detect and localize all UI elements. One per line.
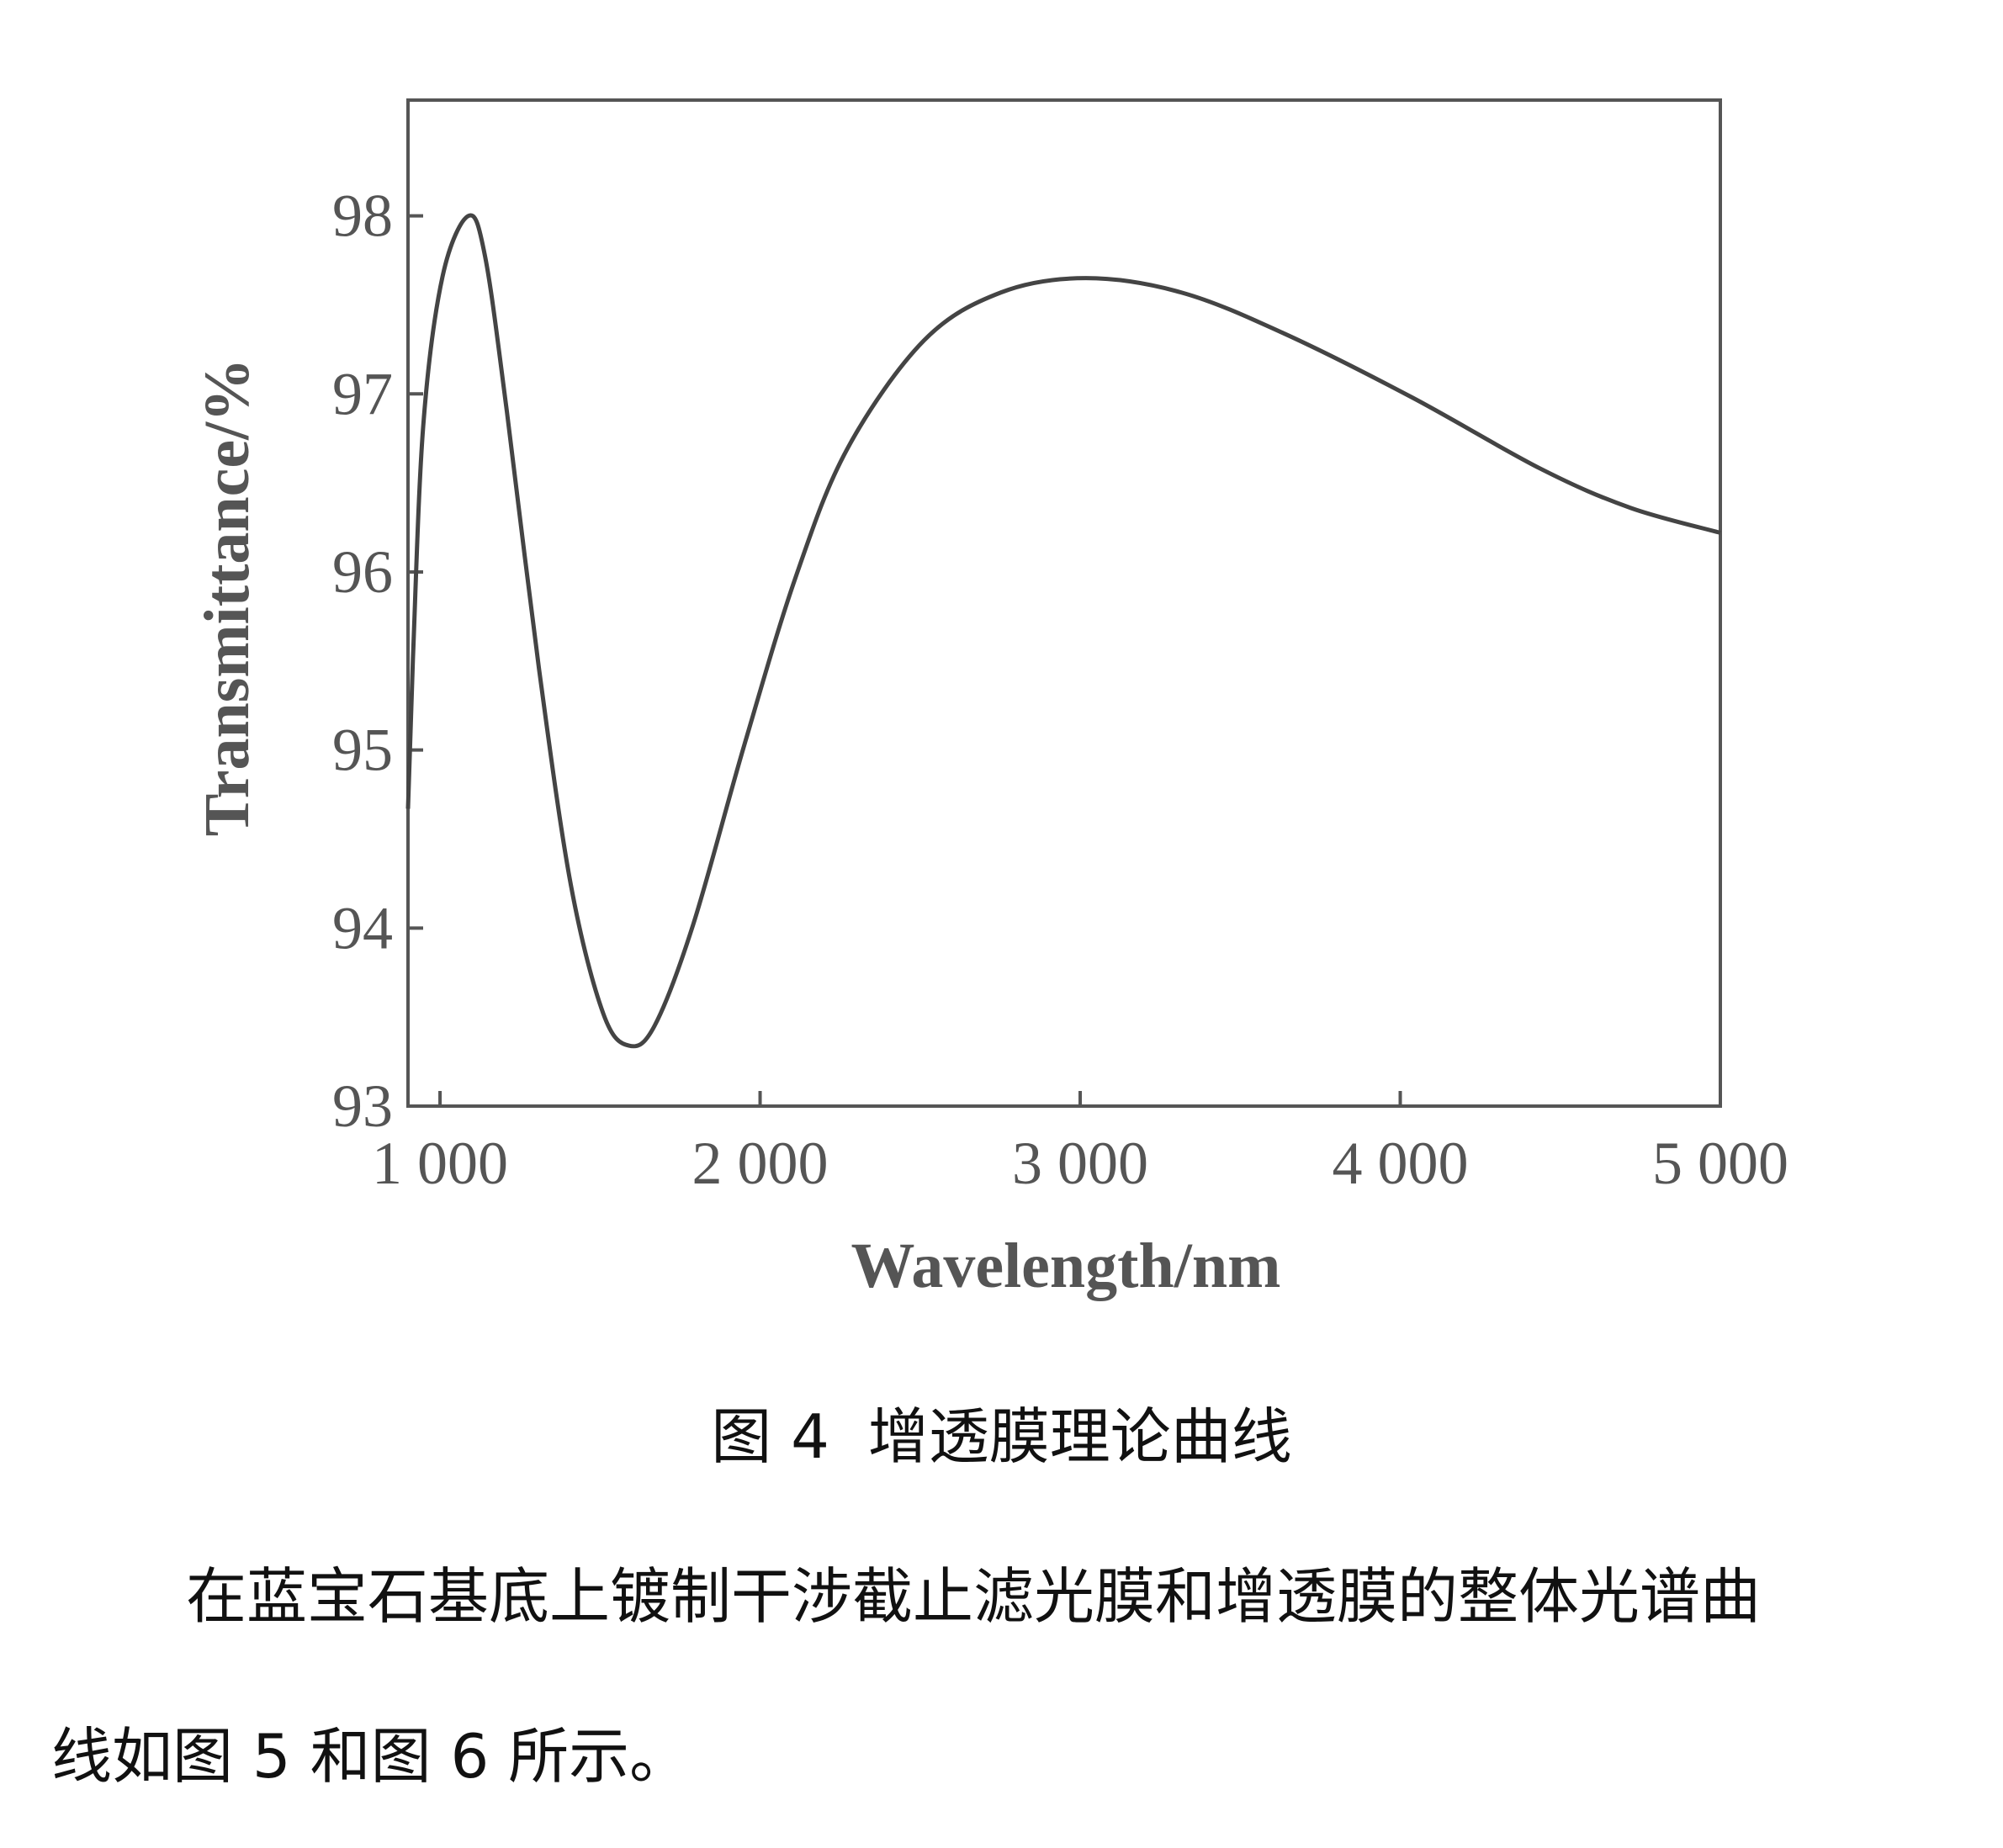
- x-tick-label: 1 000: [372, 1130, 508, 1197]
- y-tick-label: 94: [332, 894, 393, 961]
- paragraph-line: 线如图 5 和图 6 所示。: [51, 1721, 691, 1792]
- y-tick-label: 97: [332, 360, 393, 427]
- data-line: [405, 213, 1721, 1049]
- y-axis-label: Transmittance/%: [192, 358, 262, 837]
- x-tick-label: 3 000: [1012, 1130, 1148, 1197]
- x-tick-label: 5 000: [1652, 1130, 1788, 1197]
- chart: Wavelength/nm Transmittance/% 93 94 95 96 97…: [192, 98, 1788, 1301]
- plot-frame: [406, 98, 1722, 1108]
- y-tick-label: 93: [332, 1072, 393, 1140]
- y-tick-label: 98: [332, 183, 393, 250]
- x-tick-label: 4 000: [1333, 1130, 1469, 1197]
- x-tick-label: 2 000: [692, 1130, 829, 1197]
- paragraph-line: 在蓝宝石基底上镀制干涉截止滤光膜和增透膜的整体光谱曲: [186, 1561, 1762, 1632]
- figure-caption: 图 4 增透膜理论曲线: [711, 1401, 1292, 1472]
- y-tick-label: 95: [332, 717, 393, 784]
- x-axis-label: Wavelength/nm: [851, 1231, 1281, 1301]
- y-tick-label: 96: [332, 538, 393, 606]
